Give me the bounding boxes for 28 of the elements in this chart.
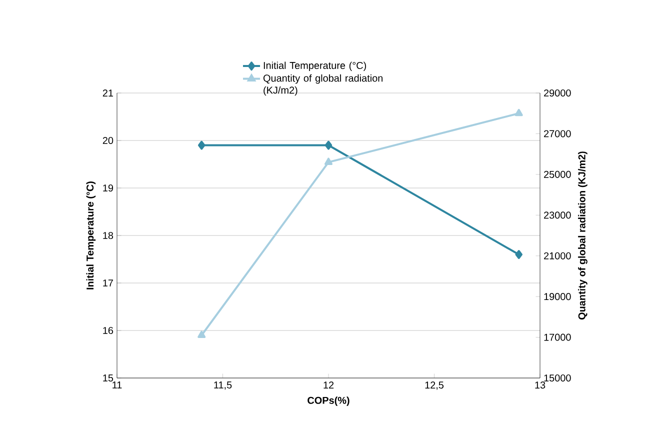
y-tick-label: 20: [102, 136, 114, 144]
y-tick-label: 18: [103, 232, 114, 240]
x-tick-label: 11: [112, 382, 122, 388]
y2-tick-label: 19000: [544, 293, 571, 300]
y-axis-title: Initial Temperature (°C): [86, 182, 96, 290]
y2-tick-label: 21000: [544, 252, 571, 260]
y2-tick-label: 27000: [544, 130, 571, 138]
y-tick-label: 21: [102, 90, 114, 96]
legend-label: Initial Temperature (°C): [264, 62, 366, 71]
legend-label: Quantity of global radiation (KJ/m2): [263, 74, 383, 96]
y-tick-label: 15: [103, 374, 114, 382]
x-tick-label: 11,5: [214, 382, 232, 390]
y-tick-label: 19: [103, 184, 114, 192]
point: [514, 108, 523, 116]
y2-tick-label: 23000: [544, 212, 571, 219]
y2-tick-label: 29000: [544, 89, 571, 97]
point: [324, 158, 333, 165]
y2-axis-title: Quantity of global radiation (KJ/m2): [578, 152, 588, 320]
y-tick-label: 16: [103, 326, 114, 334]
x-tick-label: 12: [324, 382, 334, 388]
y2-tick-label: 17000: [544, 334, 571, 341]
x-axis-title: COPs(%): [308, 396, 350, 406]
x-tick-label: 12,5: [425, 382, 444, 390]
x-tick-label: 13: [535, 382, 546, 389]
y2-tick-label: 15000: [544, 374, 571, 382]
y-tick-label: 17: [103, 280, 113, 286]
y2-tick-label: 25000: [544, 170, 571, 178]
point: [198, 330, 206, 338]
